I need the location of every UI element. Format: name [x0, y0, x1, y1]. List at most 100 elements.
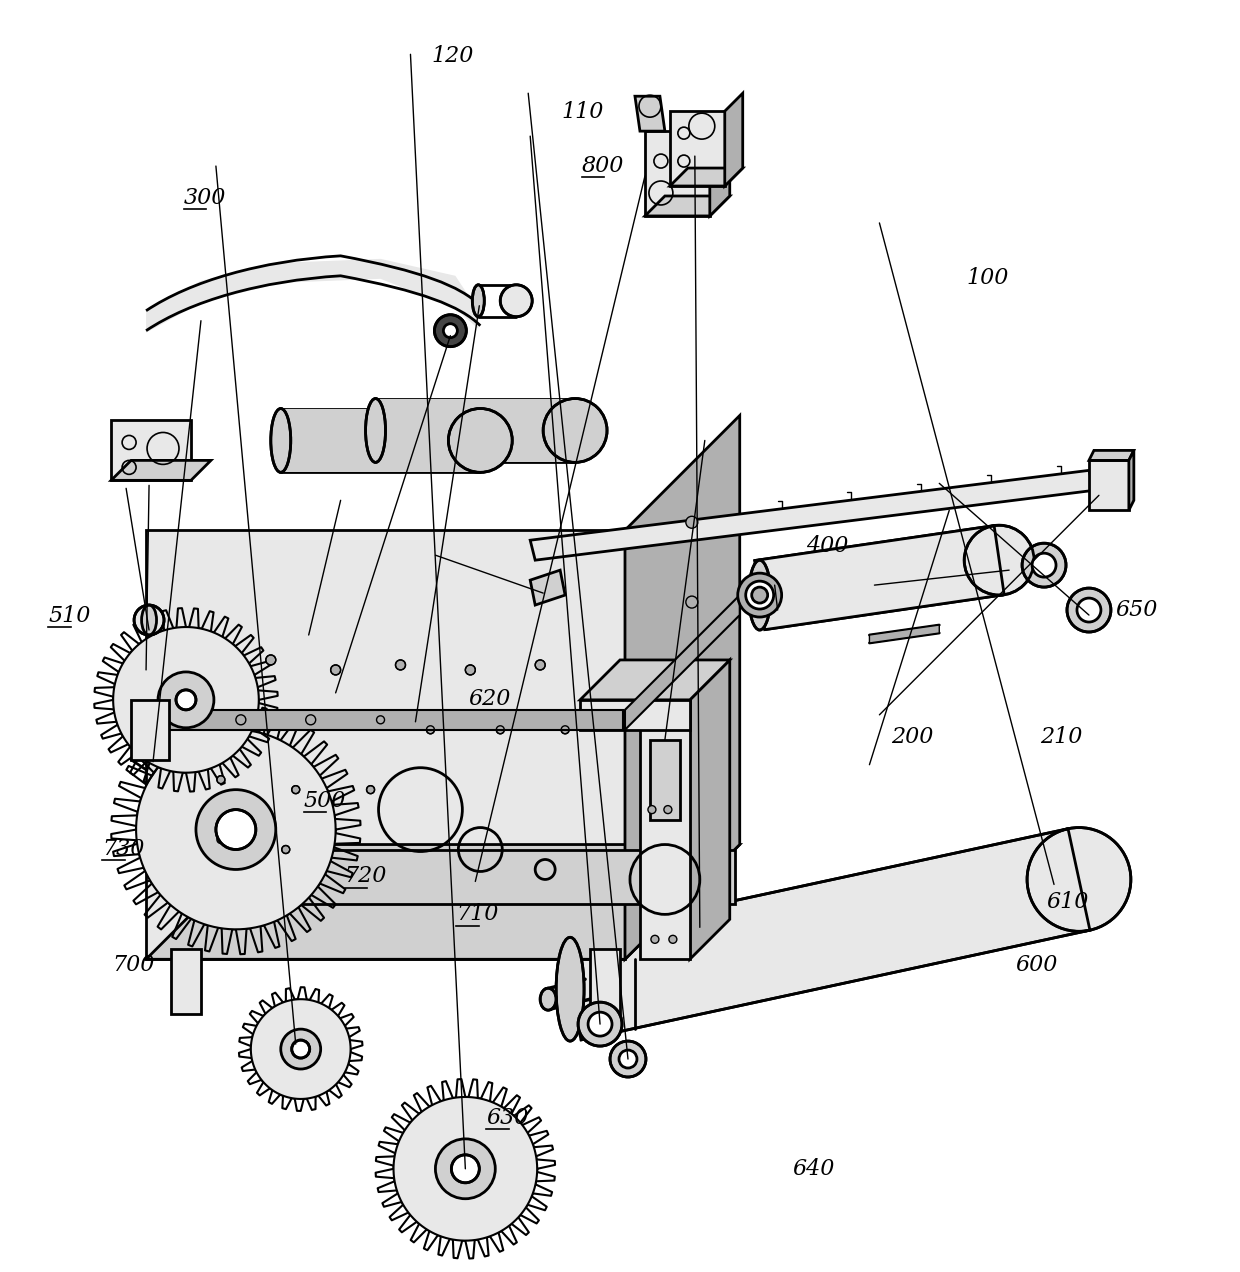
Text: 100: 100: [966, 267, 1008, 289]
Polygon shape: [265, 850, 735, 904]
Circle shape: [396, 660, 405, 670]
Circle shape: [216, 809, 255, 850]
Circle shape: [217, 836, 224, 843]
Polygon shape: [131, 700, 169, 759]
Ellipse shape: [141, 605, 156, 635]
Polygon shape: [625, 416, 740, 959]
Text: 400: 400: [806, 536, 848, 557]
Polygon shape: [670, 111, 724, 186]
Polygon shape: [376, 398, 575, 463]
Circle shape: [668, 935, 677, 944]
Polygon shape: [590, 949, 620, 1014]
Circle shape: [496, 726, 505, 734]
Circle shape: [649, 805, 656, 814]
Ellipse shape: [541, 988, 557, 1010]
Polygon shape: [146, 258, 479, 333]
Polygon shape: [136, 730, 336, 930]
Text: 200: 200: [892, 726, 934, 748]
Polygon shape: [689, 660, 730, 959]
Circle shape: [543, 398, 608, 463]
Circle shape: [176, 689, 196, 710]
Polygon shape: [580, 660, 730, 700]
Circle shape: [157, 672, 215, 728]
Circle shape: [427, 726, 434, 734]
Polygon shape: [146, 530, 625, 959]
Circle shape: [562, 726, 569, 734]
Polygon shape: [531, 570, 565, 605]
Polygon shape: [1089, 460, 1128, 510]
Circle shape: [1022, 543, 1066, 588]
Circle shape: [306, 715, 316, 725]
Text: 620: 620: [469, 688, 511, 710]
Circle shape: [291, 786, 300, 794]
Polygon shape: [113, 627, 259, 772]
Text: 630: 630: [486, 1107, 528, 1130]
Polygon shape: [148, 710, 622, 730]
Polygon shape: [869, 625, 939, 642]
Circle shape: [236, 715, 246, 725]
Ellipse shape: [749, 560, 771, 630]
Circle shape: [619, 1051, 637, 1068]
Circle shape: [500, 285, 532, 317]
Circle shape: [686, 597, 698, 608]
Polygon shape: [625, 595, 740, 730]
Polygon shape: [559, 829, 1090, 1040]
Circle shape: [663, 805, 672, 814]
Circle shape: [134, 605, 164, 635]
Polygon shape: [670, 168, 743, 186]
Ellipse shape: [366, 398, 386, 463]
Polygon shape: [580, 700, 689, 730]
Text: 300: 300: [184, 187, 227, 209]
Circle shape: [435, 1138, 495, 1198]
Polygon shape: [650, 740, 680, 819]
Text: 800: 800: [582, 155, 625, 177]
Polygon shape: [645, 131, 709, 216]
Circle shape: [1066, 588, 1111, 632]
Polygon shape: [724, 93, 743, 186]
Circle shape: [536, 660, 546, 670]
Polygon shape: [531, 471, 1094, 560]
Circle shape: [651, 935, 658, 944]
Polygon shape: [146, 845, 740, 959]
Circle shape: [610, 1040, 646, 1077]
Polygon shape: [280, 408, 480, 472]
Text: 650: 650: [1115, 599, 1157, 621]
Text: 610: 610: [1047, 892, 1089, 913]
Polygon shape: [1128, 450, 1133, 510]
Polygon shape: [250, 1000, 351, 1099]
Circle shape: [465, 665, 475, 675]
Text: 730: 730: [102, 837, 145, 860]
Polygon shape: [171, 949, 201, 1014]
Ellipse shape: [472, 285, 485, 317]
Circle shape: [331, 665, 341, 675]
Circle shape: [686, 516, 698, 528]
Circle shape: [965, 525, 1034, 595]
Circle shape: [578, 1002, 622, 1046]
Polygon shape: [1089, 450, 1133, 460]
Polygon shape: [112, 460, 211, 481]
Text: 710: 710: [456, 903, 498, 925]
Polygon shape: [393, 1096, 537, 1240]
Text: 210: 210: [1040, 726, 1083, 748]
Circle shape: [281, 846, 290, 854]
Circle shape: [196, 790, 275, 870]
Text: 120: 120: [432, 46, 474, 67]
Text: 600: 600: [1016, 954, 1058, 977]
Text: 110: 110: [562, 102, 604, 123]
Text: 640: 640: [792, 1158, 835, 1180]
Text: 700: 700: [112, 954, 155, 977]
Circle shape: [377, 716, 384, 724]
Polygon shape: [635, 97, 665, 131]
Circle shape: [588, 1013, 613, 1037]
Polygon shape: [755, 525, 1004, 630]
Text: 720: 720: [345, 865, 387, 888]
Circle shape: [280, 1029, 321, 1068]
Circle shape: [451, 1155, 480, 1183]
Circle shape: [449, 408, 512, 472]
Circle shape: [291, 1040, 310, 1058]
Circle shape: [1078, 598, 1101, 622]
Text: 500: 500: [304, 790, 346, 812]
Circle shape: [434, 314, 466, 347]
Circle shape: [217, 776, 224, 784]
Circle shape: [367, 786, 374, 794]
